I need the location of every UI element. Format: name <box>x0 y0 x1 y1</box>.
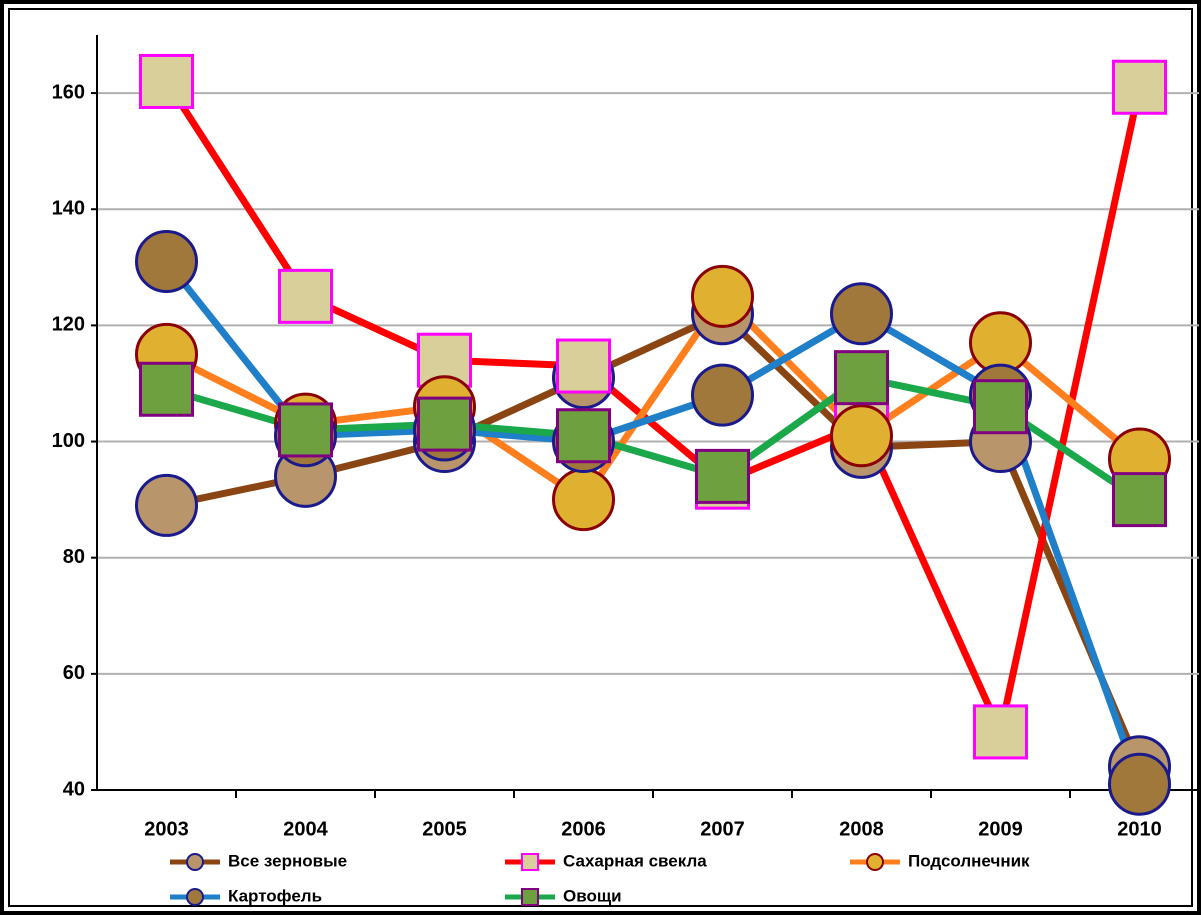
marker <box>691 363 754 427</box>
x-tick-label: 2005 <box>422 818 467 840</box>
y-tick-label: 60 <box>63 662 85 684</box>
marker <box>1112 59 1167 115</box>
legend-item: Овощи <box>505 886 622 906</box>
legend-item: Все зерновые <box>170 851 347 871</box>
legend-item: Сахарная свекла <box>505 851 707 871</box>
x-tick-label: 2008 <box>839 818 884 840</box>
y-tick-label: 160 <box>52 81 85 103</box>
y-tick-label: 140 <box>52 198 85 220</box>
marker <box>417 396 472 452</box>
legend-item: Картофель <box>170 886 322 906</box>
legend-item: Подсолнечник <box>850 851 1030 871</box>
marker <box>278 268 333 324</box>
marker <box>1112 472 1167 528</box>
marker <box>695 448 750 504</box>
y-tick-label: 40 <box>63 778 85 800</box>
x-tick-label: 2004 <box>283 818 328 840</box>
marker <box>139 361 194 417</box>
marker <box>135 230 198 293</box>
marker <box>186 853 204 871</box>
marker <box>830 404 893 468</box>
marker <box>834 350 889 406</box>
marker <box>866 853 884 871</box>
marker <box>186 888 204 906</box>
marker <box>973 379 1028 435</box>
marker <box>830 282 893 346</box>
marker <box>278 402 333 458</box>
inner-frame <box>8 8 1193 907</box>
marker <box>1108 752 1171 816</box>
marker <box>556 338 611 394</box>
marker <box>135 473 198 537</box>
x-tick-label: 2009 <box>978 818 1023 840</box>
marker <box>552 468 615 532</box>
y-tick-label: 80 <box>63 546 85 568</box>
y-tick-label: 100 <box>52 430 85 452</box>
marker <box>139 53 194 109</box>
legend-label: Картофель <box>228 886 322 905</box>
marker <box>521 888 539 906</box>
legend-label: Все зерновые <box>228 851 347 870</box>
legend-label: Подсолнечник <box>908 851 1030 870</box>
x-tick-label: 2010 <box>1117 818 1162 840</box>
x-tick-label: 2007 <box>700 818 745 840</box>
y-tick-label: 120 <box>52 314 85 336</box>
marker <box>556 408 611 464</box>
legend-label: Сахарная свекла <box>563 851 707 870</box>
marker <box>521 853 539 871</box>
marker <box>973 704 1028 760</box>
x-tick-label: 2006 <box>561 818 606 840</box>
x-tick-label: 2003 <box>144 818 189 840</box>
legend-label: Овощи <box>563 886 622 905</box>
marker <box>691 264 754 328</box>
